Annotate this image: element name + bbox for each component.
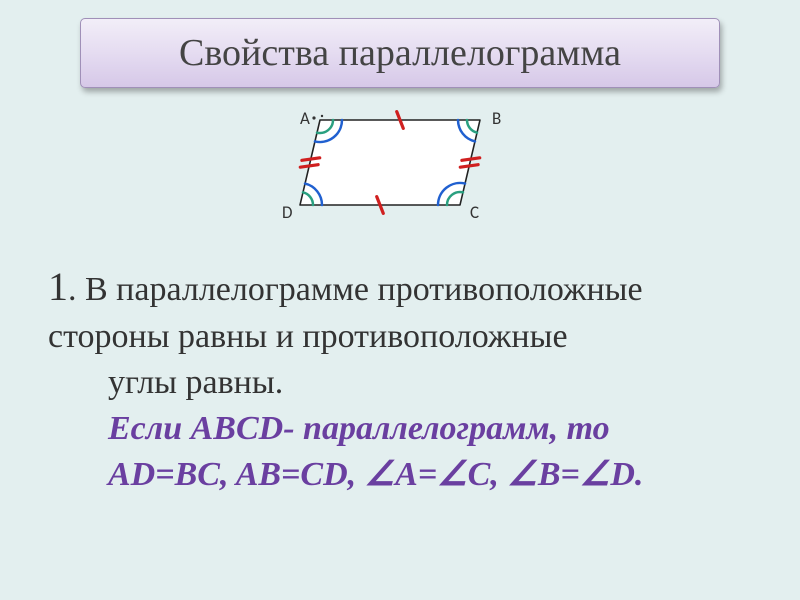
- svg-text:C: C: [470, 202, 479, 223]
- svg-text:D: D: [282, 202, 292, 223]
- parallelogram-diagram: A B C D: [260, 100, 540, 240]
- title-box: Свойства параллелограмма: [80, 18, 720, 88]
- content: 1. В параллелограмме противоположные сто…: [48, 260, 758, 498]
- svg-text:A: A: [300, 108, 310, 129]
- line1-text: . В параллелограмме противоположные: [68, 271, 643, 308]
- line-1: 1. В параллелограмме противоположные: [48, 260, 758, 314]
- title-text: Свойства параллелограмма: [179, 31, 621, 75]
- prop-number: 1: [48, 264, 68, 309]
- line-3: углы равны.: [48, 360, 758, 406]
- line-4: Если ABCD- параллелограмм, то: [48, 406, 758, 452]
- line-5: AD=BC, AB=CD, ∠A=∠C, ∠B=∠D.: [48, 452, 758, 498]
- line-2: стороны равны и противоположные: [48, 314, 758, 360]
- svg-text:B: B: [492, 108, 501, 129]
